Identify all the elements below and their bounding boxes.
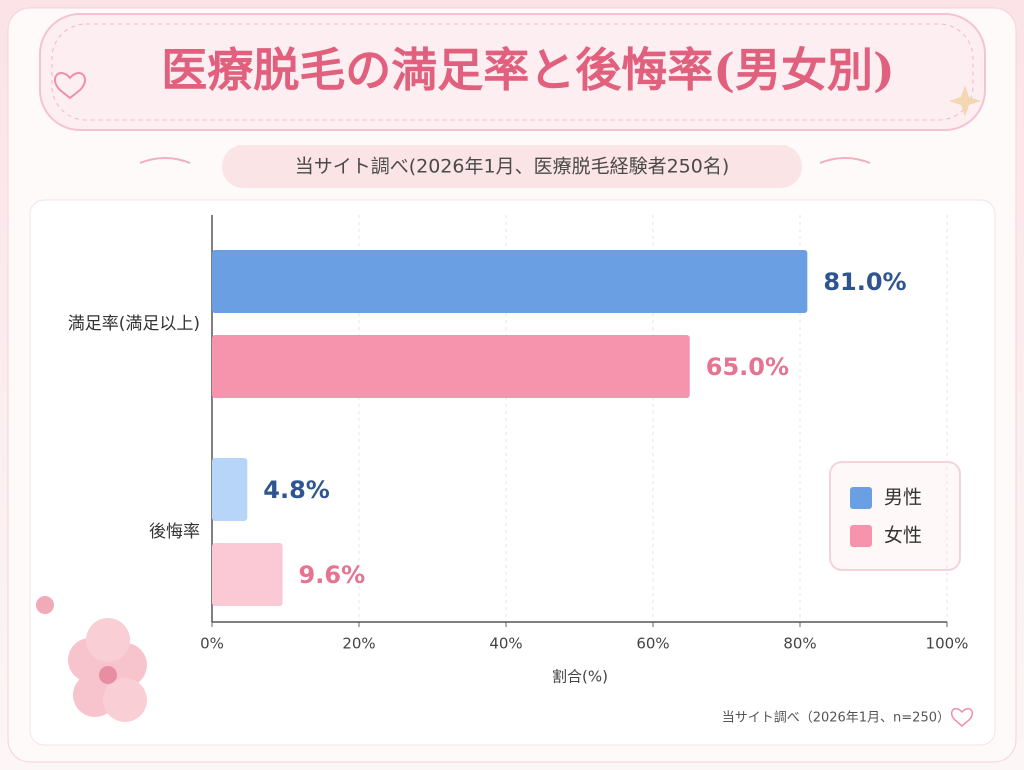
x-tick-label: 20% [342,635,375,653]
bar [212,250,808,313]
title-banner [39,13,986,131]
subtitle-ornament [139,157,871,164]
value-label: 4.8% [263,476,330,504]
legend-label: 女性 [884,525,922,547]
sparkle-icon [949,85,981,117]
flower-decoration [36,596,147,722]
x-tick-label: 0% [200,635,224,653]
value-label: 9.6% [299,561,366,589]
bar [212,458,248,521]
legend-swatch [850,525,872,547]
x-tick-label: 100% [926,635,969,653]
bar [212,543,283,606]
chart-subtitle: 当サイト調べ(2026年1月、医療脱毛経験者250名) [295,156,730,178]
legend-label: 男性 [884,487,922,509]
x-tick-label: 80% [783,635,816,653]
source-note: 当サイト調べ（2026年1月、n=250） [722,711,950,726]
subtitle-pill [222,145,802,188]
value-label: 81.0% [823,268,906,296]
y-tick-label: 満足率(満足以上) [68,314,200,334]
heart-icon [950,708,974,727]
bar [212,335,690,398]
x-tick-label: 60% [636,635,669,653]
legend-swatch [850,487,872,509]
chart-title: 医療脱毛の満足率と後悔率(男女別) [161,43,895,97]
x-tick-label: 40% [489,635,522,653]
x-axis-label: 割合(%) [552,668,608,686]
y-tick-label: 後悔率 [149,522,200,542]
value-label: 65.0% [706,353,789,381]
legend-box [829,461,961,571]
heart-icon [54,72,86,100]
title-banner-border [51,23,974,121]
